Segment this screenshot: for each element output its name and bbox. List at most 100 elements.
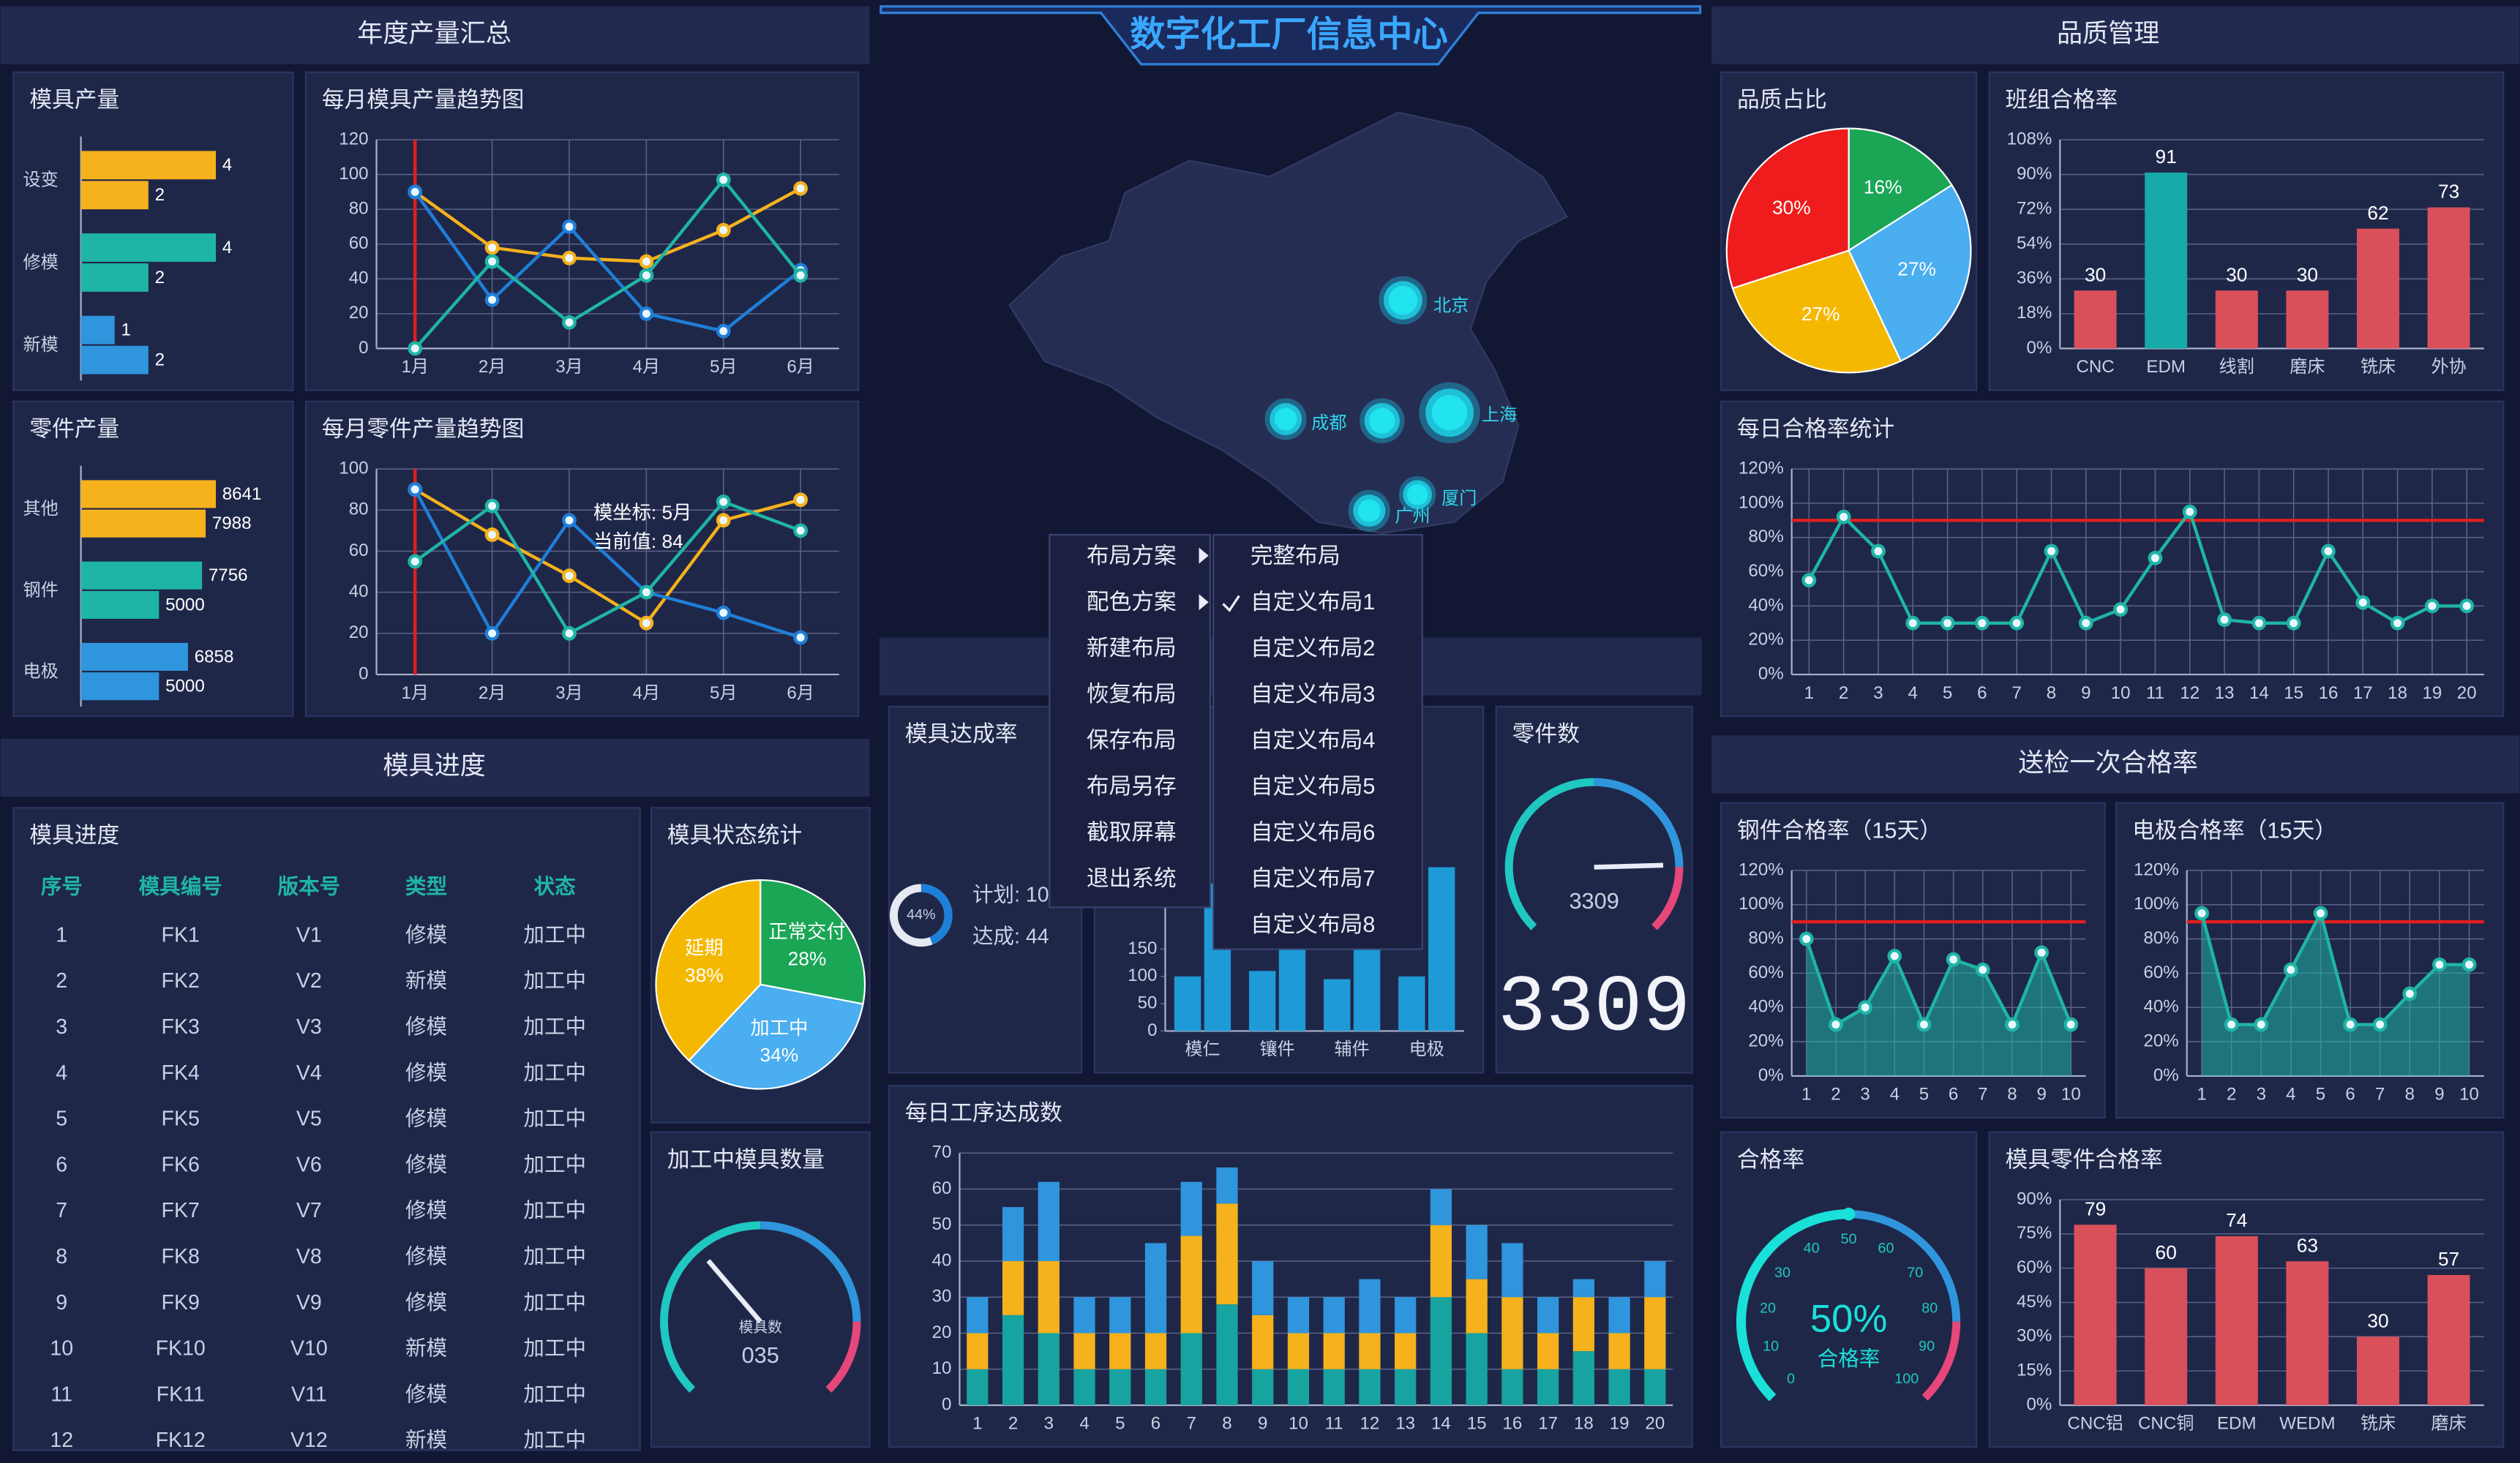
table-header: 版本号 (278, 876, 341, 899)
y-tick-label: 20% (1748, 1031, 1783, 1050)
submenu-item[interactable]: 完整布局 (1250, 543, 1340, 568)
menu-item[interactable]: 布局另存 (1087, 773, 1177, 799)
bar-segment (1180, 1333, 1202, 1405)
city-label: 上海 (1482, 405, 1517, 425)
point (716, 222, 731, 238)
point (1905, 615, 1921, 631)
table-cell: FK7 (162, 1199, 200, 1222)
menu-item[interactable]: 布局方案 (1087, 543, 1177, 568)
value-label: 4 (222, 155, 232, 175)
gauge-track (1848, 1210, 1961, 1322)
bar-segment (1608, 1369, 1630, 1405)
table-cell: V9 (296, 1291, 322, 1315)
bar-segment (1287, 1297, 1310, 1334)
gauge-tick-label: 80 (1921, 1301, 1938, 1317)
x-tick-label: CNC (2076, 357, 2114, 377)
menu-item[interactable]: 恢复布局 (1087, 681, 1177, 707)
x-tick-label: 1 (1804, 683, 1814, 703)
x-tick-label: 14 (2249, 683, 2269, 703)
panel (304, 71, 860, 391)
menu-item[interactable]: 退出系统 (1087, 865, 1177, 891)
submenu-item[interactable]: 自定义布局1 (1250, 589, 1376, 614)
point (793, 523, 808, 538)
x-tick-label: 20 (2457, 683, 2477, 703)
panel-title: 电极合格率（15天） (2132, 817, 2337, 843)
gauge-tick-label: 50 (1841, 1231, 1857, 1247)
table-cell: FK3 (162, 1015, 200, 1039)
bar-segment (1572, 1297, 1594, 1352)
table-cell: 修模 (405, 1383, 447, 1406)
menu-item[interactable]: 截取屏幕 (1087, 819, 1177, 845)
bar (2427, 1274, 2470, 1405)
bar-segment (967, 1369, 989, 1405)
y-tick-label: 60% (1748, 963, 1783, 982)
menu-item[interactable]: 新建布局 (1087, 635, 1177, 661)
point (2355, 595, 2371, 610)
x-tick-label: 10 (2061, 1085, 2081, 1105)
x-tick-label: 7 (1978, 1085, 1987, 1105)
point (2461, 957, 2477, 972)
point (2113, 602, 2129, 617)
point (2390, 615, 2405, 631)
submenu-item[interactable]: 自定义布局2 (1250, 635, 1376, 661)
table-cell: 3 (56, 1015, 67, 1039)
x-tick-label: 20 (1645, 1414, 1665, 1434)
submenu-item[interactable]: 自定义布局4 (1250, 727, 1376, 753)
gauge-tick-label: 30 (1774, 1265, 1790, 1281)
point (639, 584, 654, 600)
table-cell: 加工中 (523, 1199, 586, 1222)
table-cell: 5 (56, 1107, 67, 1131)
pie-slice (1848, 127, 1954, 252)
panel-title: 零件产量 (29, 415, 119, 441)
y-tick-label: 36% (2017, 268, 2052, 288)
point (562, 250, 577, 266)
menu-item[interactable]: 保存布局 (1087, 727, 1177, 753)
ring-value: 44% (907, 907, 936, 923)
gauge-tick-label: 90 (1919, 1339, 1935, 1355)
category-label: 电极 (23, 662, 59, 682)
submenu-item[interactable]: 自定义布局5 (1250, 773, 1376, 799)
x-tick-label: 1 (2197, 1085, 2206, 1105)
city-label: 广州 (1395, 506, 1430, 526)
y-tick-label: 80% (2143, 928, 2178, 948)
line (413, 500, 801, 636)
y-tick-label: 18% (2017, 303, 2052, 323)
slice-label: 延期 (685, 937, 724, 959)
pie-slice (1725, 127, 1850, 290)
value-label: 5000 (165, 595, 205, 614)
point (484, 292, 500, 307)
y-tick-label: 100 (1128, 966, 1157, 985)
submenu-item[interactable]: 自定义布局8 (1250, 911, 1376, 937)
point (1871, 544, 1886, 559)
category-label: 其他 (23, 499, 59, 519)
x-tick-label: 3 (1044, 1414, 1054, 1434)
x-tick-label: 模仁 (1185, 1039, 1220, 1059)
y-tick-label: 40% (2143, 997, 2178, 1017)
bar (80, 590, 160, 619)
table-cell: 修模 (405, 1107, 447, 1131)
x-tick-label: 8 (1222, 1414, 1231, 1434)
y-tick-label: 10 (932, 1358, 952, 1378)
slice-value: 34% (760, 1044, 798, 1066)
menu-item[interactable]: 配色方案 (1087, 589, 1177, 614)
y-tick-label: 108% (2007, 129, 2052, 148)
bar (1324, 979, 1351, 1031)
submenu-item[interactable]: 自定义布局7 (1250, 865, 1376, 891)
bar (2145, 172, 2188, 349)
y-tick-label: 0% (1758, 1065, 1784, 1085)
y-tick-label: 60% (1748, 561, 1783, 581)
bar (80, 151, 216, 180)
table-cell: FK11 (157, 1383, 205, 1406)
table-cell: 加工中 (523, 1015, 586, 1039)
city-label: 北京 (1433, 296, 1469, 316)
x-tick-label: 1 (1801, 1085, 1811, 1105)
table-cell: 加工中 (523, 1245, 586, 1268)
submenu-item[interactable]: 自定义布局3 (1250, 681, 1376, 707)
submenu-item[interactable]: 自定义布局6 (1250, 819, 1376, 845)
value-label: 6858 (195, 647, 234, 666)
bar-segment (1430, 1297, 1452, 1405)
bar-segment (1073, 1297, 1095, 1334)
gauge-value: 50% (1810, 1298, 1887, 1341)
x-tick-label: 9 (2081, 683, 2090, 703)
slice-value: 28% (788, 948, 827, 970)
